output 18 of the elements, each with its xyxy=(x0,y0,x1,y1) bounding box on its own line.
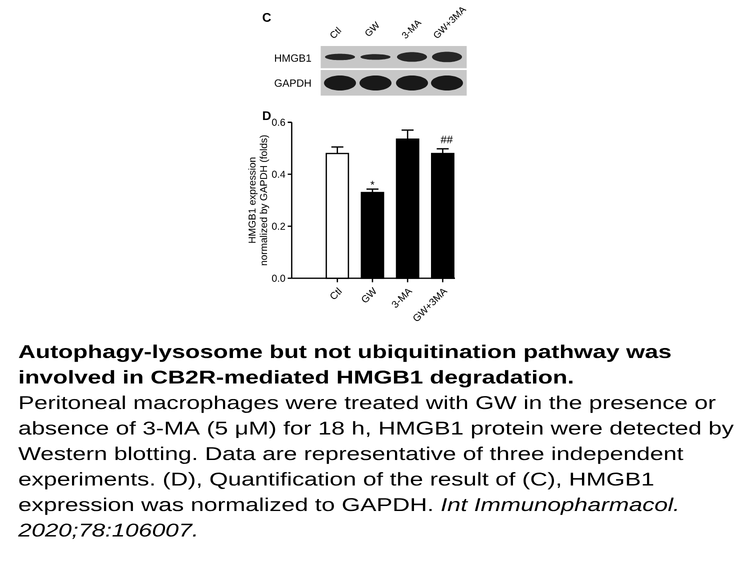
text: C xyxy=(262,12,271,22)
text: D xyxy=(263,111,271,120)
y-tick-label: 0.4 xyxy=(272,170,286,178)
x-tick-label: Ctl xyxy=(330,287,342,299)
y-tick-label: 0.6 xyxy=(272,118,286,126)
y-tick-label: 0.2 xyxy=(272,222,286,230)
x-tick-label: GW xyxy=(362,286,376,302)
text: Ctl xyxy=(330,26,342,38)
annotation: * xyxy=(370,180,374,185)
text: GW xyxy=(366,21,379,36)
annotation: ## xyxy=(440,136,453,144)
text: HMGB1 xyxy=(275,54,312,62)
text: GAPDH xyxy=(274,79,311,87)
y-axis-title: HMGB1 expression normalized by GAPDH (folds) xyxy=(248,135,270,266)
text: Int Immunopharmacol. xyxy=(442,498,677,515)
text: Autophagy-lysosome but not ubiquitination pathway was involved in CB2R-mediated HMGB1 degradation. xyxy=(18,344,671,388)
y-tick-label: 0.0 xyxy=(272,274,286,282)
text: 2020;78:106007. xyxy=(18,524,196,539)
